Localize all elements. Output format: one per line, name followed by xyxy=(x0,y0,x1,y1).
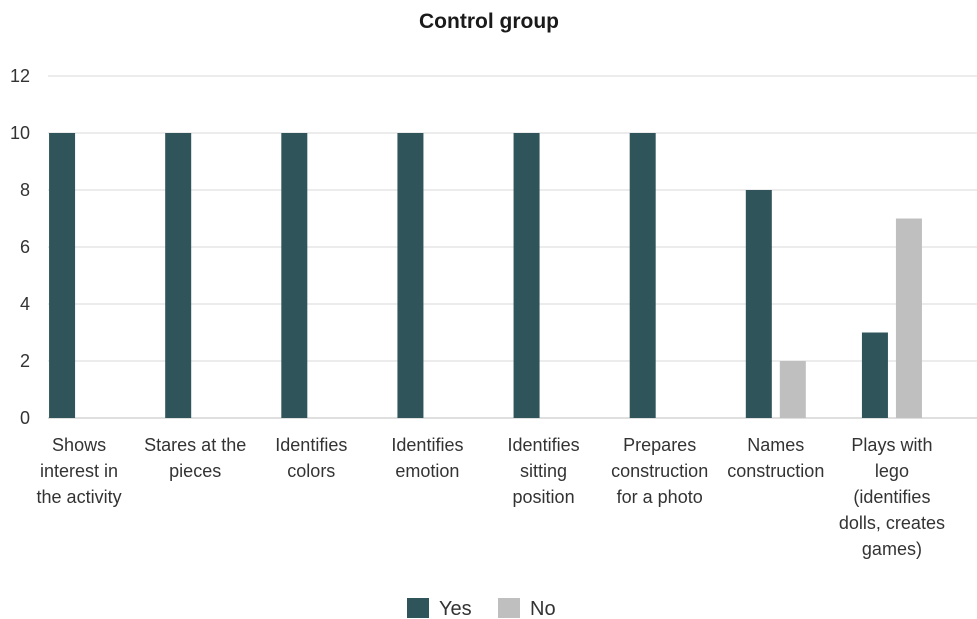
x-category-label: Shows interest in the activity xyxy=(37,435,122,507)
bars xyxy=(49,133,922,418)
x-category-label-line: emotion xyxy=(395,461,459,481)
legend-label-yes: Yes xyxy=(439,598,472,619)
x-category-label-line: construction xyxy=(611,461,708,481)
y-tick-label: 4 xyxy=(20,294,30,314)
x-category-label-line: dolls, creates xyxy=(839,513,945,533)
y-tick-label: 12 xyxy=(10,66,30,86)
y-tick-label: 2 xyxy=(20,351,30,371)
bar-yes xyxy=(861,332,888,418)
x-category-label: Identifies emotion xyxy=(391,435,463,481)
bar-yes xyxy=(281,133,308,418)
bar-yes xyxy=(513,133,540,418)
y-tick-label: 0 xyxy=(20,408,30,428)
x-axis-labels: Shows interest in the activity Stares at th… xyxy=(37,435,945,559)
bar-no xyxy=(895,218,922,418)
legend-swatch-no xyxy=(498,598,520,618)
x-category-label-line: Shows xyxy=(52,435,106,455)
x-category-label-line: Names xyxy=(747,435,804,455)
x-category-label-line: pieces xyxy=(169,461,221,481)
bar-no xyxy=(779,361,806,418)
x-category-label: Identifies sitting position xyxy=(508,435,580,507)
y-tick-label: 6 xyxy=(20,237,30,257)
x-category-label-line: the activity xyxy=(37,487,122,507)
x-category-label: Plays with lego (identifies dolls, creates g… xyxy=(839,435,945,559)
y-tick-label: 10 xyxy=(10,123,30,143)
y-axis-ticks: 0 2 4 6 8 10 12 xyxy=(10,66,30,428)
legend-label-no: No xyxy=(530,598,556,619)
y-tick-label: 8 xyxy=(20,180,30,200)
x-category-label-line: interest in xyxy=(40,461,118,481)
legend: Yes No xyxy=(407,598,556,619)
x-category-label: Identifies colors xyxy=(275,435,347,481)
bar-yes xyxy=(397,133,424,418)
x-category-label-line: construction xyxy=(727,461,824,481)
bar-yes xyxy=(165,133,192,418)
bar-yes xyxy=(49,133,76,418)
x-category-label-line: colors xyxy=(287,461,335,481)
x-category-label-line: lego xyxy=(875,461,909,481)
x-category-label: Prepares construction for a photo xyxy=(611,435,708,507)
legend-swatch-yes xyxy=(407,598,429,618)
x-category-label-line: position xyxy=(513,487,575,507)
x-category-label-line: (identifies xyxy=(853,487,930,507)
chart-title: Control group xyxy=(419,10,559,33)
x-category-label-line: Identifies xyxy=(508,435,580,455)
x-category-label-line: games) xyxy=(862,539,922,559)
x-category-label: Names construction xyxy=(727,435,824,481)
x-category-label-line: Identifies xyxy=(391,435,463,455)
bar-yes xyxy=(629,133,656,418)
x-category-label-line: Stares at the xyxy=(144,435,246,455)
gridlines xyxy=(48,75,977,419)
x-category-label-line: sitting xyxy=(520,461,567,481)
x-category-label-line: Plays with xyxy=(851,435,932,455)
bar-yes xyxy=(745,190,772,418)
x-category-label-line: Prepares xyxy=(623,435,696,455)
x-category-label: Stares at the pieces xyxy=(144,435,246,481)
x-category-label-line: for a photo xyxy=(617,487,703,507)
x-category-label-line: Identifies xyxy=(275,435,347,455)
